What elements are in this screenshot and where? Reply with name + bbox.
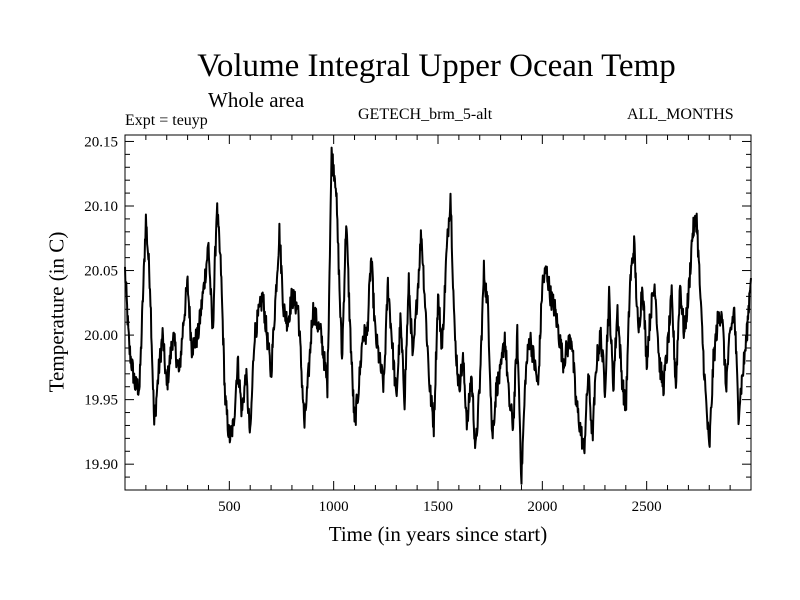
x-tick-label: 2000	[527, 499, 557, 515]
chart-subtitle: Whole area	[208, 88, 305, 112]
x-tick-label: 1000	[319, 499, 349, 515]
x-tick-label: 500	[218, 499, 241, 515]
y-tick-label: 19.90	[84, 457, 118, 473]
x-axis-ticks: 500 1000 1500 2000 2500	[145, 135, 731, 515]
period-label: ALL_MONTHS	[627, 106, 734, 123]
y-tick-label: 20.15	[84, 134, 118, 150]
y-tick-label: 20.10	[84, 199, 118, 215]
y-tick-label: 20.00	[84, 328, 118, 344]
x-axis-label: Time (in years since start)	[328, 522, 548, 546]
x-tick-label: 2500	[632, 499, 662, 515]
chart-title: Volume Integral Upper Ocean Temp	[197, 48, 676, 84]
y-tick-label: 19.95	[84, 393, 118, 409]
series-line	[124, 146, 752, 485]
y-axis-ticks: 19.90 19.95 20.00 20.05 20.10 20.15	[84, 134, 751, 491]
experiment-label: Expt = teuyp	[125, 112, 208, 129]
x-tick-label: 1500	[423, 499, 453, 515]
y-tick-label: 20.05	[84, 264, 118, 280]
run-name-label: GETECH_brm_5-alt	[358, 106, 493, 123]
